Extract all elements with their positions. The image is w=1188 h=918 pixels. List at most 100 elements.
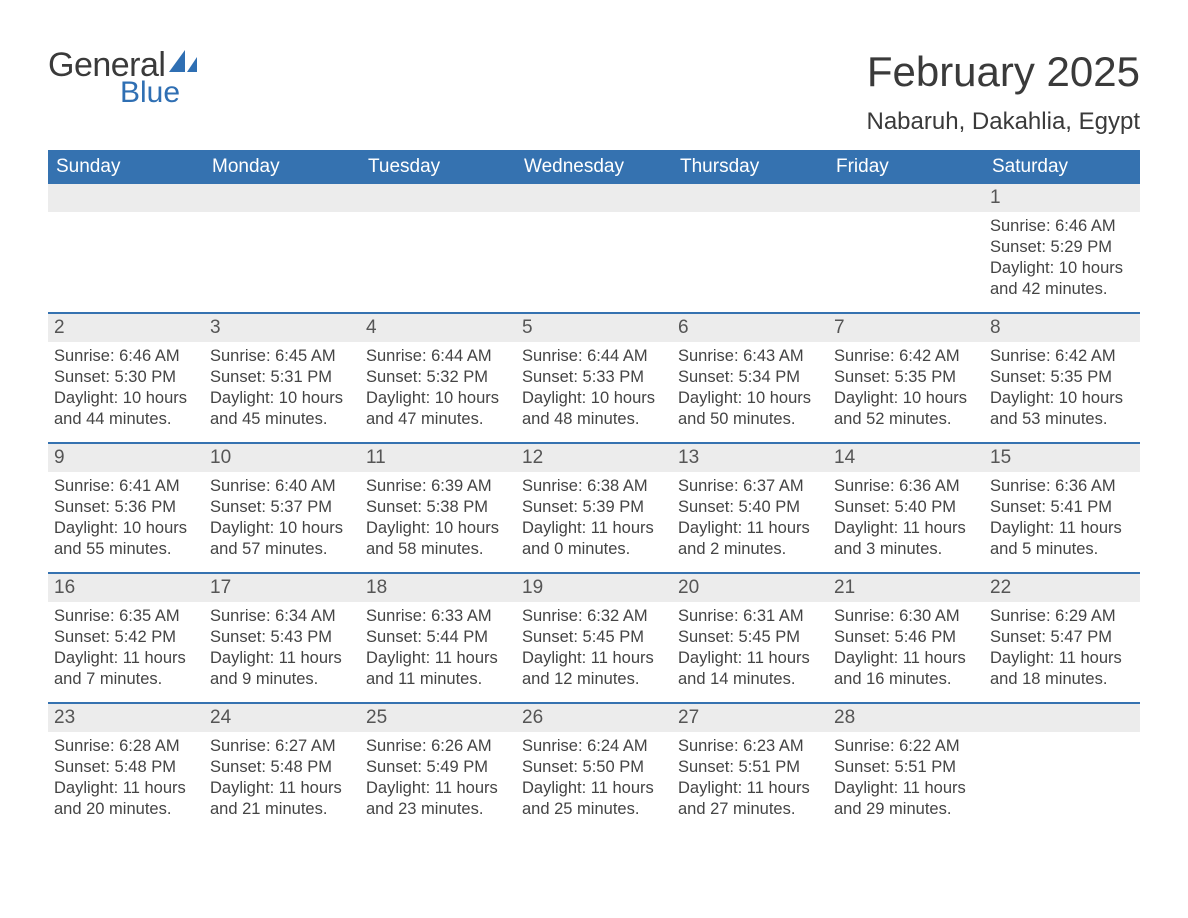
- day-details: Sunrise: 6:26 AMSunset: 5:49 PMDaylight:…: [360, 732, 516, 828]
- daylight-line: Daylight: 11 hours and 20 minutes.: [54, 778, 198, 820]
- sunset-line: Sunset: 5:48 PM: [54, 757, 198, 778]
- daylight-line: Daylight: 10 hours and 57 minutes.: [210, 518, 354, 560]
- day-cell: 28Sunrise: 6:22 AMSunset: 5:51 PMDayligh…: [828, 704, 984, 832]
- month-year-title: February 2025: [867, 48, 1141, 96]
- daylight-line: Daylight: 11 hours and 25 minutes.: [522, 778, 666, 820]
- weekday-header: Friday: [828, 150, 984, 184]
- day-number: 21: [828, 574, 984, 602]
- day-number: [204, 184, 360, 212]
- sunset-line: Sunset: 5:45 PM: [678, 627, 822, 648]
- day-number: [984, 704, 1140, 732]
- day-details: Sunrise: 6:23 AMSunset: 5:51 PMDaylight:…: [672, 732, 828, 828]
- daylight-line: Daylight: 11 hours and 18 minutes.: [990, 648, 1134, 690]
- day-cell: 14Sunrise: 6:36 AMSunset: 5:40 PMDayligh…: [828, 444, 984, 572]
- sunrise-line: Sunrise: 6:44 AM: [366, 346, 510, 367]
- daylight-line: Daylight: 10 hours and 45 minutes.: [210, 388, 354, 430]
- sunset-line: Sunset: 5:51 PM: [678, 757, 822, 778]
- daylight-line: Daylight: 11 hours and 0 minutes.: [522, 518, 666, 560]
- sunset-line: Sunset: 5:36 PM: [54, 497, 198, 518]
- day-number: 7: [828, 314, 984, 342]
- sunset-line: Sunset: 5:39 PM: [522, 497, 666, 518]
- daylight-line: Daylight: 11 hours and 16 minutes.: [834, 648, 978, 690]
- sunset-line: Sunset: 5:46 PM: [834, 627, 978, 648]
- daylight-line: Daylight: 11 hours and 7 minutes.: [54, 648, 198, 690]
- sunset-line: Sunset: 5:35 PM: [990, 367, 1134, 388]
- day-number: 9: [48, 444, 204, 472]
- sunrise-line: Sunrise: 6:28 AM: [54, 736, 198, 757]
- sunrise-line: Sunrise: 6:23 AM: [678, 736, 822, 757]
- logo-text-blue: Blue: [120, 78, 197, 108]
- day-details: Sunrise: 6:43 AMSunset: 5:34 PMDaylight:…: [672, 342, 828, 438]
- day-details: Sunrise: 6:45 AMSunset: 5:31 PMDaylight:…: [204, 342, 360, 438]
- sunrise-line: Sunrise: 6:39 AM: [366, 476, 510, 497]
- sunset-line: Sunset: 5:47 PM: [990, 627, 1134, 648]
- weekday-header: Thursday: [672, 150, 828, 184]
- day-details: Sunrise: 6:36 AMSunset: 5:40 PMDaylight:…: [828, 472, 984, 568]
- daylight-line: Daylight: 11 hours and 5 minutes.: [990, 518, 1134, 560]
- daylight-line: Daylight: 11 hours and 14 minutes.: [678, 648, 822, 690]
- day-cell: [984, 704, 1140, 832]
- sunset-line: Sunset: 5:44 PM: [366, 627, 510, 648]
- sunrise-line: Sunrise: 6:22 AM: [834, 736, 978, 757]
- daylight-line: Daylight: 11 hours and 3 minutes.: [834, 518, 978, 560]
- day-number: 13: [672, 444, 828, 472]
- day-details: Sunrise: 6:31 AMSunset: 5:45 PMDaylight:…: [672, 602, 828, 698]
- day-number: 19: [516, 574, 672, 602]
- daylight-line: Daylight: 11 hours and 23 minutes.: [366, 778, 510, 820]
- daylight-line: Daylight: 10 hours and 48 minutes.: [522, 388, 666, 430]
- day-details: Sunrise: 6:44 AMSunset: 5:33 PMDaylight:…: [516, 342, 672, 438]
- day-number: 15: [984, 444, 1140, 472]
- day-number: 6: [672, 314, 828, 342]
- day-cell: [828, 184, 984, 312]
- day-details: Sunrise: 6:33 AMSunset: 5:44 PMDaylight:…: [360, 602, 516, 698]
- weekday-header: Sunday: [48, 150, 204, 184]
- daylight-line: Daylight: 11 hours and 12 minutes.: [522, 648, 666, 690]
- day-number: [828, 184, 984, 212]
- day-number: 5: [516, 314, 672, 342]
- day-details: Sunrise: 6:28 AMSunset: 5:48 PMDaylight:…: [48, 732, 204, 828]
- day-cell: 11Sunrise: 6:39 AMSunset: 5:38 PMDayligh…: [360, 444, 516, 572]
- daylight-line: Daylight: 10 hours and 52 minutes.: [834, 388, 978, 430]
- day-details: Sunrise: 6:24 AMSunset: 5:50 PMDaylight:…: [516, 732, 672, 828]
- sunrise-line: Sunrise: 6:42 AM: [834, 346, 978, 367]
- sunset-line: Sunset: 5:30 PM: [54, 367, 198, 388]
- sunrise-line: Sunrise: 6:38 AM: [522, 476, 666, 497]
- day-cell: [204, 184, 360, 312]
- daylight-line: Daylight: 10 hours and 42 minutes.: [990, 258, 1134, 300]
- sunset-line: Sunset: 5:34 PM: [678, 367, 822, 388]
- day-number: 28: [828, 704, 984, 732]
- day-cell: 4Sunrise: 6:44 AMSunset: 5:32 PMDaylight…: [360, 314, 516, 442]
- day-cell: [672, 184, 828, 312]
- day-cell: 15Sunrise: 6:36 AMSunset: 5:41 PMDayligh…: [984, 444, 1140, 572]
- daylight-line: Daylight: 11 hours and 9 minutes.: [210, 648, 354, 690]
- day-cell: 17Sunrise: 6:34 AMSunset: 5:43 PMDayligh…: [204, 574, 360, 702]
- day-cell: 2Sunrise: 6:46 AMSunset: 5:30 PMDaylight…: [48, 314, 204, 442]
- day-number: 27: [672, 704, 828, 732]
- weekday-header: Saturday: [984, 150, 1140, 184]
- week-row: 16Sunrise: 6:35 AMSunset: 5:42 PMDayligh…: [48, 572, 1140, 702]
- day-cell: 3Sunrise: 6:45 AMSunset: 5:31 PMDaylight…: [204, 314, 360, 442]
- daylight-line: Daylight: 11 hours and 29 minutes.: [834, 778, 978, 820]
- week-row: 23Sunrise: 6:28 AMSunset: 5:48 PMDayligh…: [48, 702, 1140, 832]
- day-number: 3: [204, 314, 360, 342]
- sunrise-line: Sunrise: 6:31 AM: [678, 606, 822, 627]
- header: General Blue February 2025 Nabaruh, Daka…: [48, 48, 1140, 136]
- day-cell: 23Sunrise: 6:28 AMSunset: 5:48 PMDayligh…: [48, 704, 204, 832]
- day-cell: 6Sunrise: 6:43 AMSunset: 5:34 PMDaylight…: [672, 314, 828, 442]
- day-details: Sunrise: 6:38 AMSunset: 5:39 PMDaylight:…: [516, 472, 672, 568]
- sunset-line: Sunset: 5:49 PM: [366, 757, 510, 778]
- day-cell: [360, 184, 516, 312]
- daylight-line: Daylight: 10 hours and 53 minutes.: [990, 388, 1134, 430]
- day-details: Sunrise: 6:42 AMSunset: 5:35 PMDaylight:…: [828, 342, 984, 438]
- day-cell: 19Sunrise: 6:32 AMSunset: 5:45 PMDayligh…: [516, 574, 672, 702]
- sunrise-line: Sunrise: 6:36 AM: [990, 476, 1134, 497]
- sunset-line: Sunset: 5:43 PM: [210, 627, 354, 648]
- sunrise-line: Sunrise: 6:43 AM: [678, 346, 822, 367]
- day-number: [360, 184, 516, 212]
- day-details: Sunrise: 6:41 AMSunset: 5:36 PMDaylight:…: [48, 472, 204, 568]
- sunset-line: Sunset: 5:40 PM: [834, 497, 978, 518]
- day-details: Sunrise: 6:29 AMSunset: 5:47 PMDaylight:…: [984, 602, 1140, 698]
- sunrise-line: Sunrise: 6:24 AM: [522, 736, 666, 757]
- sunrise-line: Sunrise: 6:29 AM: [990, 606, 1134, 627]
- sunrise-line: Sunrise: 6:46 AM: [990, 216, 1134, 237]
